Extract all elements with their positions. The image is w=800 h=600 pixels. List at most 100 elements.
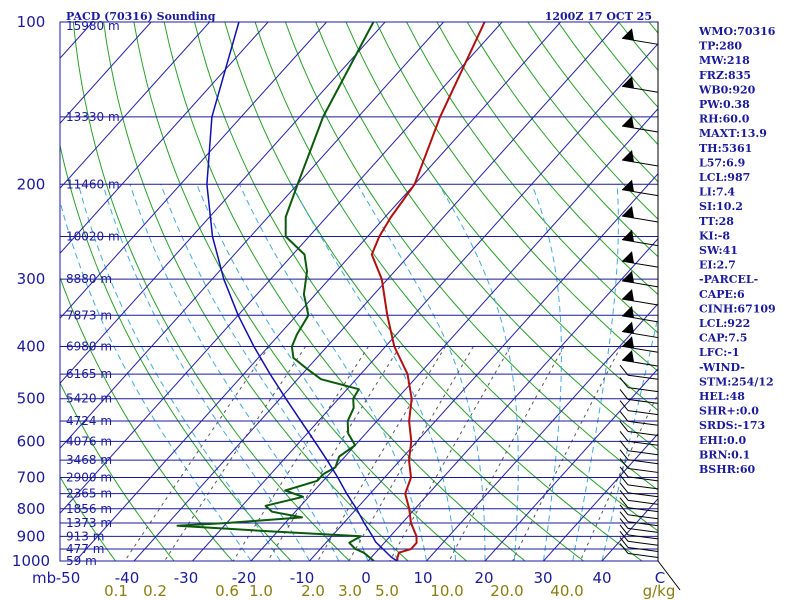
sounding-index: SI:10.2 xyxy=(699,200,743,213)
wind-feather xyxy=(619,440,629,452)
temperature-tick-label: 10 xyxy=(413,569,432,587)
wind-barbs xyxy=(619,22,681,591)
temperature-tick-label: 30 xyxy=(533,569,552,587)
wind-pennant xyxy=(622,270,634,283)
wind-barb xyxy=(627,484,659,490)
temperature-tick-label: -10 xyxy=(290,569,315,587)
wind-feather xyxy=(619,421,629,432)
wind-barb xyxy=(627,507,659,513)
wind-barb xyxy=(627,492,659,498)
wind-feather xyxy=(619,511,629,523)
sounding-index: SHR+:0.0 xyxy=(699,405,759,418)
height-label: 477 m xyxy=(66,542,104,556)
height-label: 10020 m xyxy=(66,229,120,243)
wind-pennant xyxy=(622,336,634,349)
wind-feather xyxy=(619,466,629,478)
height-label: 2365 m xyxy=(66,487,112,501)
isobars xyxy=(60,22,658,561)
wind-pennant xyxy=(622,350,634,363)
sounding-index: STM:254/12 xyxy=(699,375,774,388)
sounding-index: -WIND- xyxy=(699,361,745,374)
mixing-ratio-tick-label: 0.1 xyxy=(104,582,128,600)
wind-pennant xyxy=(622,28,634,41)
parcel-path xyxy=(206,22,398,561)
wind-feather xyxy=(619,543,629,554)
pressure-label: 400 xyxy=(17,338,46,356)
height-label: 8880 m xyxy=(66,272,112,286)
sounding-index: BSHR:60 xyxy=(699,463,755,476)
height-label: 15980 m xyxy=(66,19,120,33)
wind-barb xyxy=(627,459,659,465)
wind-barb xyxy=(627,476,659,482)
wind-barb xyxy=(627,534,659,540)
height-label: 13330 m xyxy=(66,110,120,124)
temperature-tick-label: 0 xyxy=(361,569,371,587)
wind-barb xyxy=(627,410,659,416)
isotherm-line xyxy=(60,22,444,449)
moist-adiabat-line xyxy=(438,184,519,561)
wind-pennant xyxy=(622,206,634,219)
wind-feather xyxy=(619,524,629,536)
temperature-tick-label: -50 xyxy=(56,569,81,587)
mixing-ratio-tick-label: 40.0 xyxy=(550,582,583,600)
sounding-index: WB0:920 xyxy=(698,83,756,96)
moist-adiabat-line xyxy=(239,184,427,561)
wind-barb xyxy=(627,546,659,552)
sounding-index: TP:280 xyxy=(699,40,742,53)
pressure-label: 700 xyxy=(17,469,46,487)
wind-feather xyxy=(619,537,629,548)
sounding-index: BRN:0.1 xyxy=(699,448,750,461)
wind-barb xyxy=(627,521,659,527)
wind-barb xyxy=(627,431,659,436)
wind-feather xyxy=(619,482,629,494)
sounding-index: SRDS:-173 xyxy=(699,419,765,432)
isotherm-line xyxy=(426,303,658,561)
isotherms xyxy=(60,22,658,561)
wind-pennant xyxy=(622,76,634,89)
height-label: 3468 m xyxy=(66,453,112,467)
sounding-index: EI:2.7 xyxy=(699,259,736,272)
mixing-ratio-tick-label: 2.0 xyxy=(301,582,325,600)
isotherm-line xyxy=(133,22,620,561)
height-label: 59 m xyxy=(66,554,97,568)
wind-feather xyxy=(619,474,629,486)
sounding-index: LI:7.4 xyxy=(699,186,735,199)
wind-pennant xyxy=(622,116,634,129)
isotherm-line xyxy=(250,108,658,561)
isotherm-line xyxy=(60,22,210,189)
mixing-ratio-tick-label: g/kg xyxy=(643,582,676,600)
isotherm-line xyxy=(60,22,152,124)
wind-feather xyxy=(619,410,629,422)
sounding-index: TT:28 xyxy=(699,215,734,228)
temperature-tick-label: 40 xyxy=(592,569,611,587)
sounding-index: EHI:0.0 xyxy=(699,434,746,447)
isotherm-line xyxy=(192,43,658,561)
wind-barb xyxy=(627,420,659,426)
wind-feather xyxy=(619,458,629,469)
sounding-index: PW:0.38 xyxy=(699,98,750,111)
height-label: 913 m xyxy=(66,529,104,543)
sounding-index: -PARCEL- xyxy=(699,273,758,286)
isotherm-line xyxy=(60,22,386,384)
height-label: 6165 m xyxy=(66,367,112,381)
sounding-index: LFC:-1 xyxy=(699,346,740,359)
mixing-ratio-tick-label: 3.0 xyxy=(338,582,362,600)
grid-layer xyxy=(60,22,658,561)
mixing-ratio-tick-label: 1.0 xyxy=(249,582,273,600)
wind-feather xyxy=(619,364,629,376)
isotherm-line xyxy=(60,22,327,319)
height-label: 4076 m xyxy=(66,434,112,448)
isotherm-line xyxy=(484,368,658,561)
height-label: 2900 m xyxy=(66,471,112,485)
surface-wind-barb xyxy=(657,560,681,591)
mixing-ratio-tick-label: 10.0 xyxy=(430,582,463,600)
wind-pennant xyxy=(622,321,634,334)
wind-feather xyxy=(619,490,629,501)
mixing-ratio-tick-label: 5.0 xyxy=(375,582,399,600)
isotherm-line xyxy=(75,22,561,561)
temperature-profile xyxy=(370,22,486,561)
height-label: 5420 m xyxy=(66,392,112,406)
